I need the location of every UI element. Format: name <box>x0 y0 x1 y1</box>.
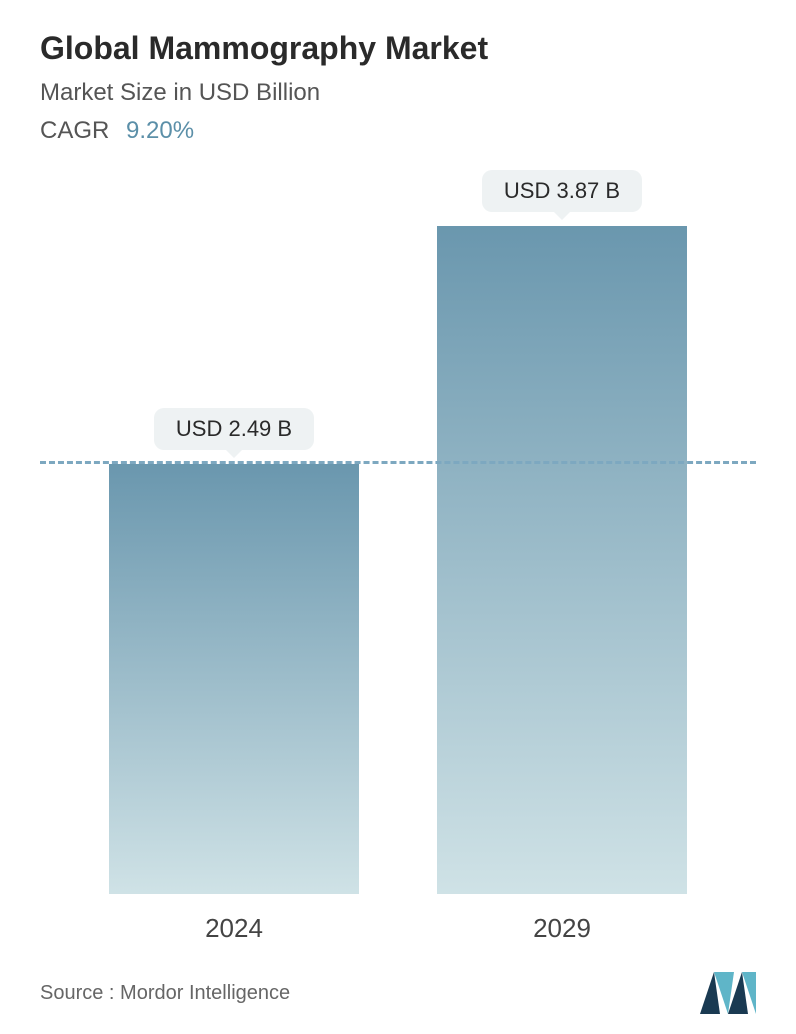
bar-value-label: USD 2.49 B <box>154 408 314 450</box>
cagr-row: CAGR 9.20% <box>40 117 756 145</box>
chart-title: Global Mammography Market <box>40 30 756 67</box>
chart-subtitle: Market Size in USD Billion <box>40 79 756 107</box>
chart-area: USD 2.49 BUSD 3.87 B 2024 2029 <box>40 175 756 954</box>
x-axis-labels: 2024 2029 <box>40 913 756 944</box>
bar <box>437 226 687 894</box>
bar-group: USD 2.49 B <box>109 408 359 894</box>
source-text: Source : Mordor Intelligence <box>40 982 290 1005</box>
bar <box>109 464 359 894</box>
reference-line <box>40 461 756 464</box>
chart-footer: Source : Mordor Intelligence <box>40 954 756 1014</box>
brand-logo-icon <box>700 972 756 1014</box>
bar-value-label: USD 3.87 B <box>482 170 642 212</box>
bars-container: USD 2.49 BUSD 3.87 B <box>40 175 756 894</box>
bar-group: USD 3.87 B <box>437 170 687 894</box>
cagr-label: CAGR <box>40 117 109 144</box>
x-axis-label: 2029 <box>437 913 687 944</box>
x-axis-label: 2024 <box>109 913 359 944</box>
cagr-value: 9.20% <box>126 117 194 144</box>
